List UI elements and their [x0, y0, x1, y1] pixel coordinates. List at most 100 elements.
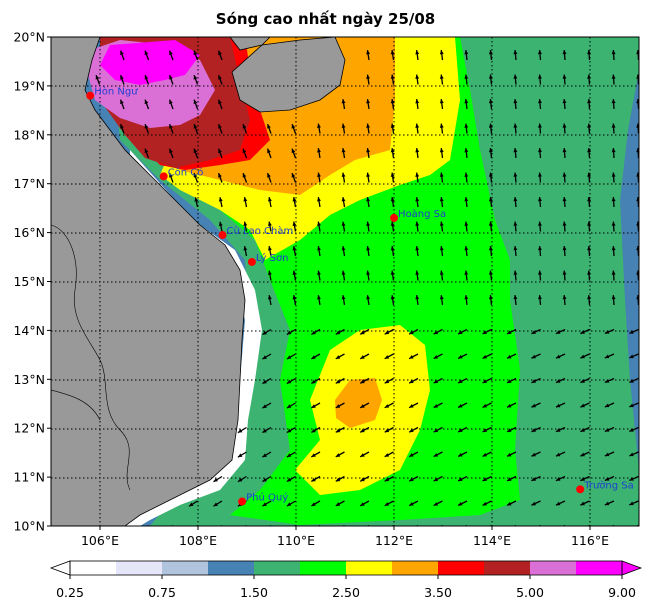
direction-arrow — [538, 270, 542, 281]
direction-arrow — [168, 74, 174, 85]
direction-arrow — [531, 402, 541, 408]
direction-arrow — [359, 377, 370, 384]
hainan-island — [231, 37, 346, 113]
direction-arrow — [562, 49, 567, 61]
direction-arrow — [562, 221, 567, 232]
direction-arrow — [193, 123, 199, 134]
direction-arrow — [335, 426, 345, 433]
direction-arrow — [531, 328, 541, 335]
lon-label: 108°E — [179, 533, 217, 548]
colorbar-tick-label: 9.00 — [608, 585, 636, 600]
station-dot — [390, 213, 398, 222]
direction-arrow — [604, 426, 615, 433]
direction-arrow — [317, 270, 321, 281]
direction-arrow — [213, 500, 223, 507]
direction-arrow — [513, 294, 518, 306]
direction-arrow — [636, 98, 639, 110]
direction-arrow — [408, 328, 419, 335]
direction-arrow — [580, 500, 590, 506]
station-label: Hòn Ngư — [94, 86, 138, 98]
direction-arrow — [513, 49, 518, 61]
direction-arrow — [457, 475, 468, 482]
direction-arrow — [457, 500, 468, 507]
direction-arrow — [555, 451, 566, 457]
direction-arrow — [408, 500, 419, 507]
direction-arrow — [611, 147, 616, 159]
direction-arrow — [213, 475, 223, 483]
direction-arrow — [538, 196, 542, 208]
direction-arrow — [408, 377, 419, 384]
direction-arrow — [439, 147, 444, 159]
colorbar-segment — [392, 561, 439, 575]
station-dot — [218, 231, 227, 240]
lon-label: 116°E — [571, 533, 609, 548]
direction-arrow — [439, 74, 444, 85]
direction-arrow — [366, 99, 371, 110]
direction-arrow — [433, 353, 443, 360]
direction-arrow — [266, 148, 272, 159]
direction-arrow — [604, 353, 615, 359]
direction-arrow — [262, 475, 272, 483]
country-borders — [51, 224, 131, 491]
direction-arrow — [341, 197, 346, 208]
direction-arrow — [217, 99, 223, 110]
colorbar-tick-label: 5.00 — [516, 585, 544, 600]
colorbar-tick-label: 0.75 — [148, 585, 176, 600]
station-dot — [159, 172, 168, 181]
direction-arrow — [144, 148, 150, 159]
direction-arrow — [464, 294, 469, 306]
direction-arrow — [636, 172, 639, 183]
direction-arrow — [562, 270, 567, 281]
direction-arrow — [384, 500, 394, 507]
direction-arrow — [267, 295, 272, 306]
direction-arrow — [366, 295, 371, 306]
colorbar-segment — [438, 561, 485, 575]
direction-arrow — [482, 475, 492, 482]
direction-arrow — [555, 377, 566, 384]
map-title: Sóng cao nhất ngày 25/08 — [215, 10, 436, 28]
direction-arrow — [636, 245, 639, 257]
direction-arrow — [611, 294, 616, 306]
direction-arrow — [629, 426, 639, 433]
direction-arrow — [433, 451, 443, 458]
colorbar-tick-label: 1.50 — [240, 585, 268, 600]
direction-arrow — [267, 246, 272, 257]
direction-arrow — [457, 328, 468, 335]
direction-arrow — [629, 475, 639, 482]
direction-arrow — [217, 123, 223, 134]
direction-arrow — [464, 245, 469, 257]
wave-direction-arrows — [95, 49, 639, 526]
direction-arrow — [464, 147, 469, 159]
direction-arrow — [415, 74, 420, 85]
direction-arrow — [604, 500, 615, 506]
direction-arrow — [513, 123, 518, 134]
colorbar-tick-label: 2.50 — [332, 585, 360, 600]
direction-arrow — [439, 245, 444, 257]
lat-label: 17°N — [13, 176, 45, 191]
direction-arrow — [439, 270, 444, 281]
direction-arrow — [611, 123, 616, 134]
direction-arrow — [144, 50, 150, 61]
direction-arrow — [292, 197, 297, 208]
direction-arrow — [193, 99, 199, 110]
direction-arrow — [562, 147, 567, 159]
direction-arrow — [415, 221, 420, 232]
colorbar-segment — [162, 561, 209, 575]
direction-arrow — [611, 49, 616, 61]
direction-arrow — [538, 172, 542, 183]
direction-arrow — [629, 328, 639, 335]
direction-arrow — [335, 500, 345, 507]
colorbar-tick-label: 0.25 — [56, 585, 84, 600]
station-label: Phú Quý — [246, 492, 288, 504]
direction-arrow — [317, 148, 321, 159]
direction-arrow — [384, 402, 394, 409]
direction-arrow — [562, 245, 567, 257]
direction-arrow — [555, 475, 566, 482]
direction-arrow — [580, 475, 590, 482]
direction-arrow — [513, 245, 518, 257]
direction-arrow — [587, 49, 592, 61]
direction-arrow — [531, 500, 541, 506]
direction-arrow — [408, 402, 419, 409]
lat-label: 15°N — [13, 274, 45, 289]
direction-arrow — [317, 221, 321, 232]
